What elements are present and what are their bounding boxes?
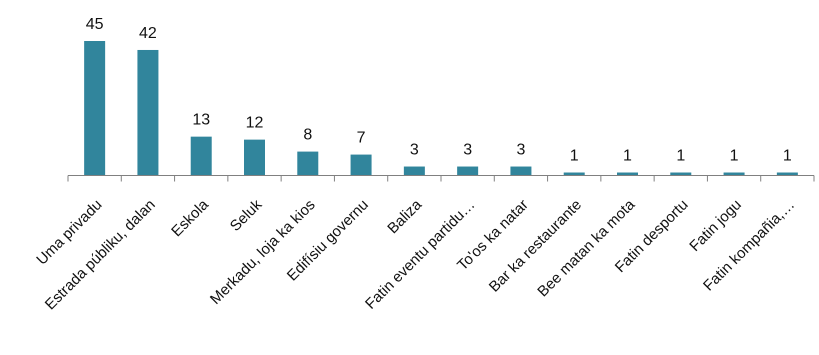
category-label: Bee matan ka mota [534, 196, 638, 300]
x-axis-ticks-group [67, 175, 815, 182]
category-label: Baliza [384, 196, 425, 237]
data-label: 1 [783, 148, 792, 165]
bar [563, 172, 585, 176]
bar [244, 139, 265, 176]
bar [137, 49, 159, 176]
bar [403, 166, 425, 176]
data-label: 13 [192, 112, 210, 129]
data-label: 8 [303, 127, 312, 144]
bar [297, 151, 319, 176]
bar [723, 172, 745, 176]
data-label: 45 [86, 16, 104, 33]
category-label: Estrada públiku, dalan [42, 196, 159, 313]
category-label: Bar ka restaurante [486, 196, 585, 295]
data-label: 1 [623, 148, 632, 165]
category-label: Eskola [168, 196, 212, 240]
data-label: 42 [139, 25, 157, 42]
data-label: 1 [570, 148, 579, 165]
bar [350, 154, 372, 176]
data-label: 3 [463, 142, 472, 159]
bar [670, 172, 692, 176]
bar [190, 136, 212, 176]
data-label: 3 [410, 142, 419, 159]
bar [457, 166, 479, 176]
data-labels-group: 45 42 13 12 8 7 3 3 3 1 1 1 1 1 [86, 16, 792, 165]
data-label: 3 [516, 142, 525, 159]
category-label: Merkadu, loja ka kios [207, 196, 319, 308]
bars-group [84, 41, 798, 176]
bar [776, 172, 798, 176]
data-label: 12 [246, 115, 264, 132]
category-label: Seluk [227, 196, 266, 235]
bar [617, 172, 638, 176]
category-label: Fatin kompañia,… [700, 196, 798, 294]
data-label: 1 [730, 148, 739, 165]
data-label: 1 [676, 148, 685, 165]
bar [84, 41, 106, 176]
data-label: 7 [357, 130, 366, 147]
bar [510, 166, 532, 176]
